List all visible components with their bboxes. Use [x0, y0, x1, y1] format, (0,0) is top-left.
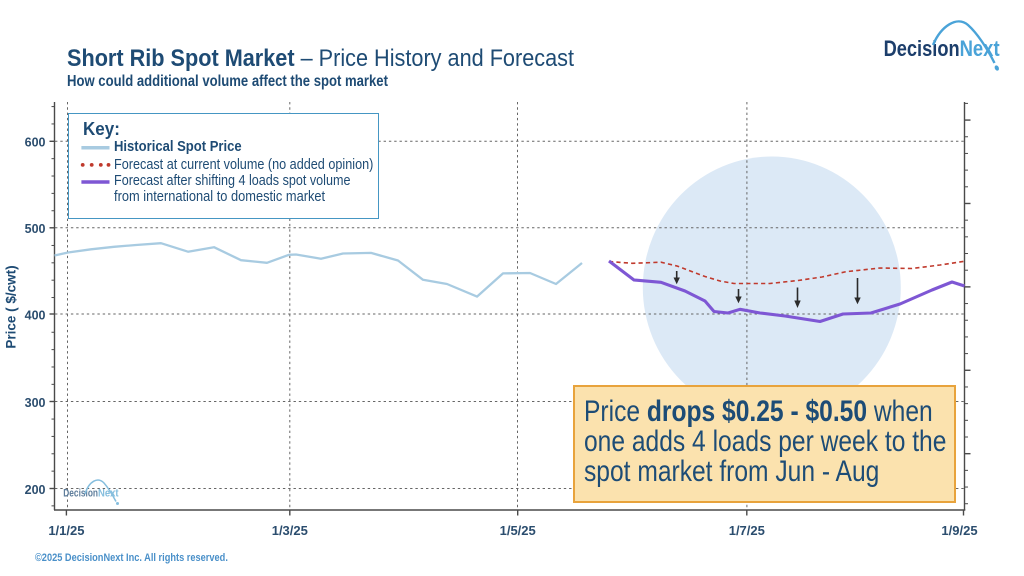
- svg-text:600: 600: [25, 135, 46, 149]
- svg-text:300: 300: [25, 396, 46, 410]
- svg-text:Next: Next: [960, 36, 1000, 61]
- svg-text:1/5/25: 1/5/25: [500, 523, 536, 538]
- svg-text:1/9/25: 1/9/25: [941, 523, 977, 538]
- svg-text:400: 400: [25, 308, 46, 322]
- svg-text:Price ( $/cwt): Price ( $/cwt): [4, 265, 19, 348]
- svg-text:500: 500: [25, 222, 46, 236]
- svg-text:Decision: Decision: [63, 488, 98, 500]
- svg-text:200: 200: [25, 483, 46, 497]
- svg-text:Decision: Decision: [884, 36, 960, 61]
- svg-text:1/1/25: 1/1/25: [48, 523, 84, 538]
- svg-text:1/7/25: 1/7/25: [729, 523, 765, 538]
- svg-text:1/3/25: 1/3/25: [272, 523, 308, 538]
